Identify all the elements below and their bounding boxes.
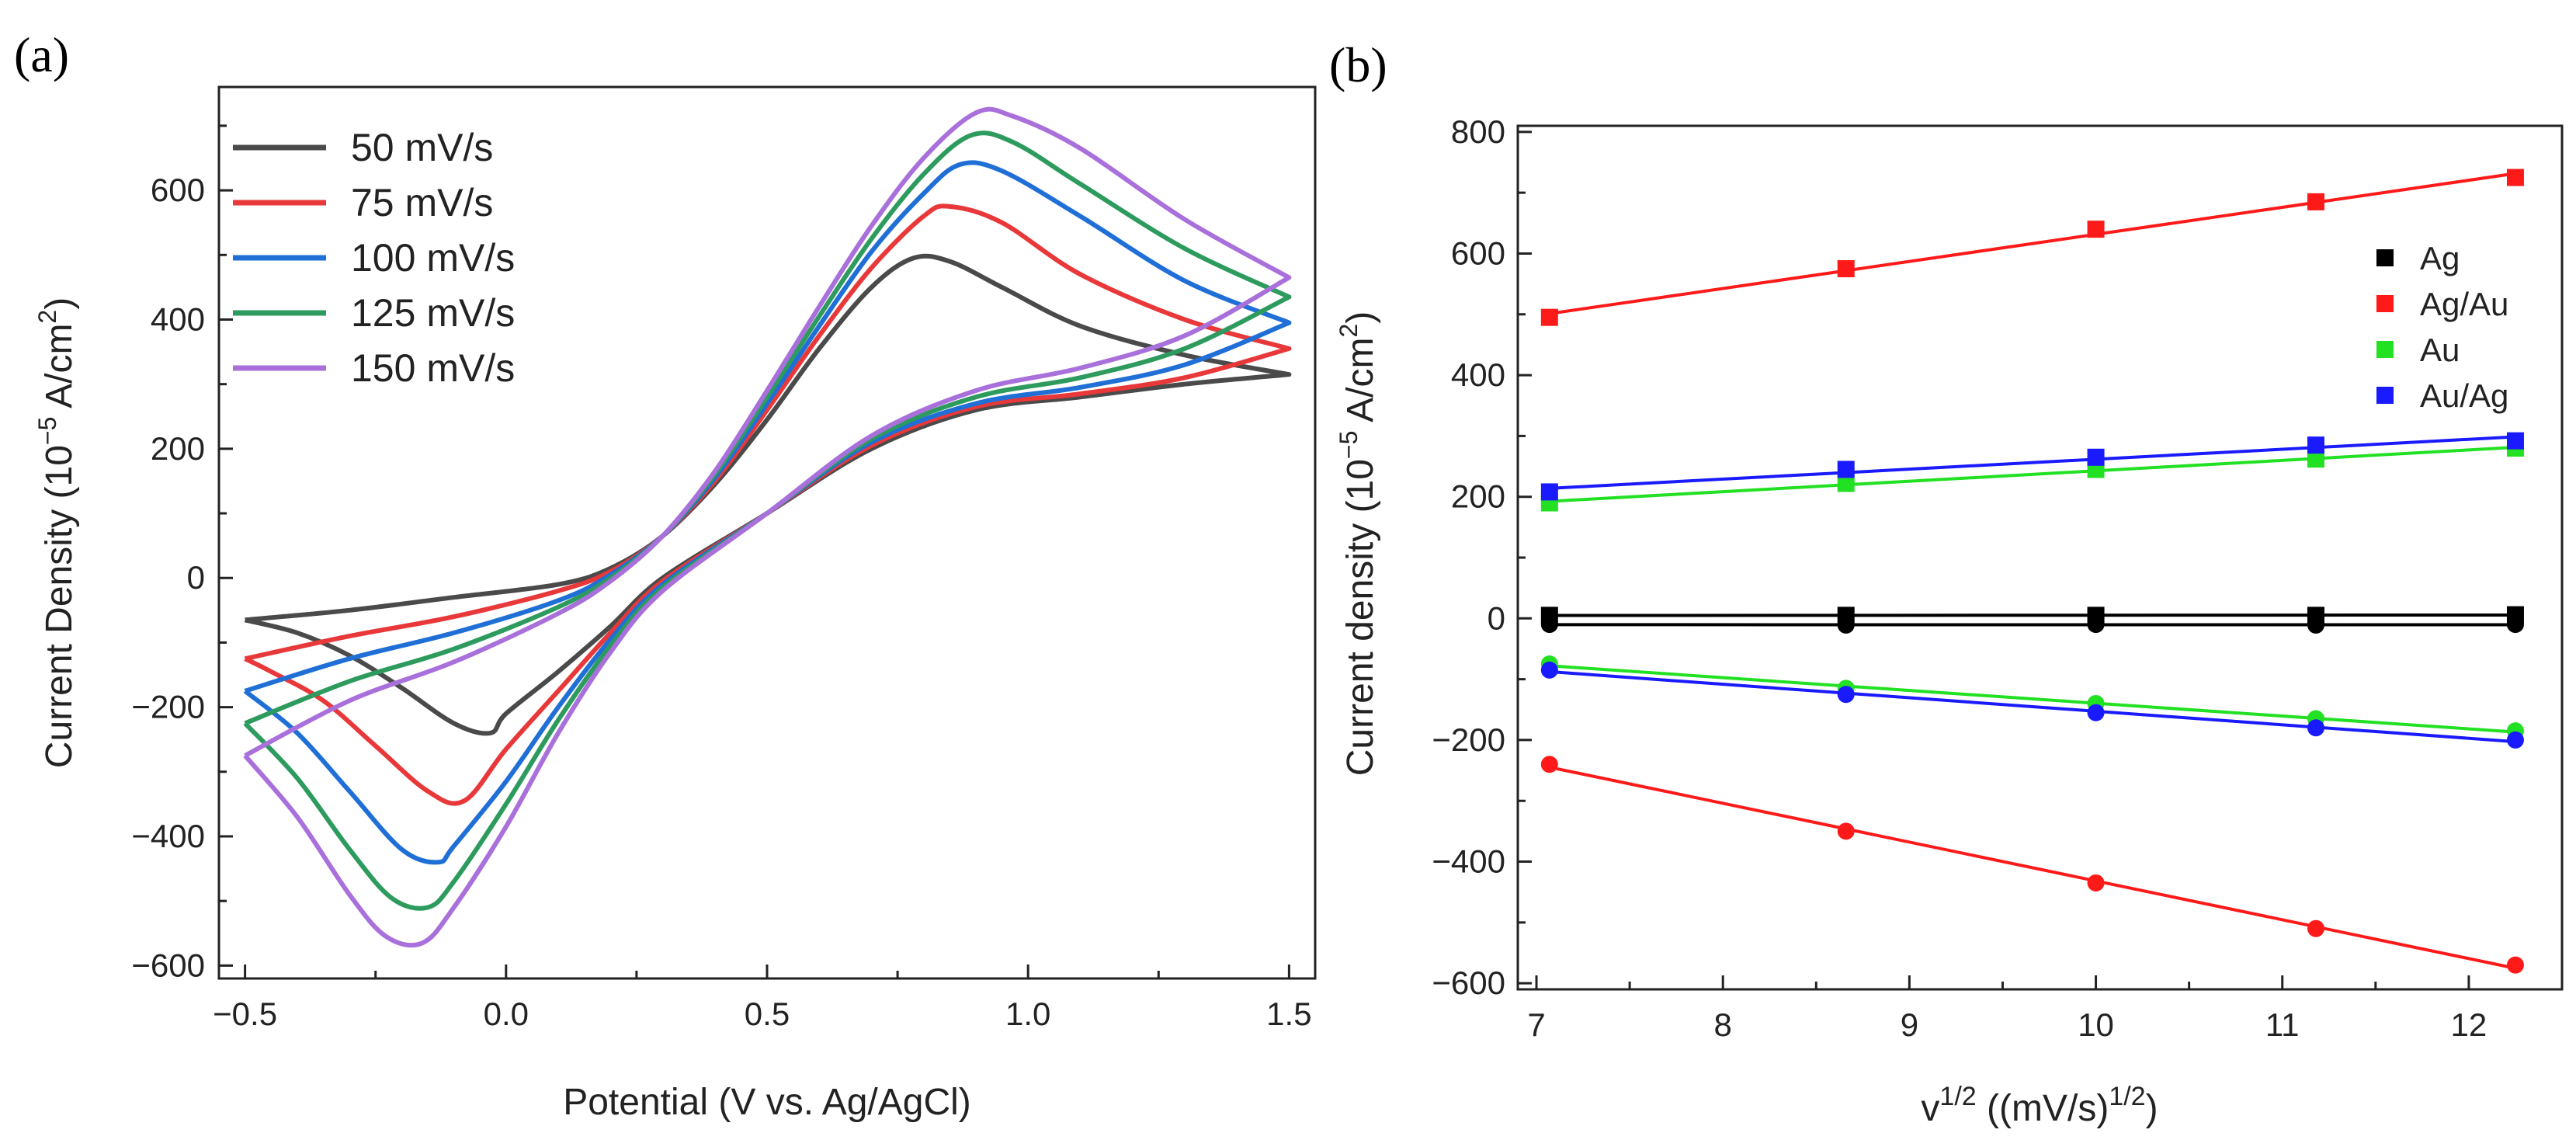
panel-a-x-axis-title: Potential (V vs. Ag/AgCl) <box>563 1082 971 1123</box>
legend-label-1: 75 mV/s <box>351 181 493 224</box>
legend-label-2: 100 mV/s <box>351 236 515 280</box>
point-au-ag-anodic <box>1837 461 1855 478</box>
panel-a-label: (a) <box>14 27 69 82</box>
panel-a-y-tick-label: 600 <box>151 172 205 208</box>
fit-line-au-cathodic <box>1549 664 2516 734</box>
panel-a-x-tick-label: 1.5 <box>1266 996 1311 1032</box>
panel-b-legend: Ag Ag/Au Au Au/Ag <box>2376 240 2508 414</box>
point-ag-au-cathodic <box>2506 956 2524 974</box>
panel-a-legend: 50 mV/s 75 mV/s 100 mV/s 125 mV/s 150 mV/s <box>233 126 515 390</box>
point-ag-cathodic <box>2087 616 2105 634</box>
panel-a: (a) −0.5 0.0 0.5 1.0 1.5 −600 −400 −200 0 200 400 6… <box>14 27 1317 1123</box>
panel-b-plot-frame <box>1516 124 2564 991</box>
point-ag-au-anodic <box>2506 169 2524 186</box>
panel-b-x-tick-label: 10 <box>2078 1006 2114 1043</box>
point-au-ag-cathodic <box>1837 686 1855 704</box>
panel-a-y-tick-label: 400 <box>151 301 205 337</box>
panel-a-y-tick-label: −200 <box>131 689 205 725</box>
point-ag-au-anodic <box>1837 260 1855 278</box>
legend-marker-1 <box>2376 295 2394 312</box>
panel-a-y-tick-label: 0 <box>187 559 205 596</box>
point-ag-cathodic <box>1837 616 1855 634</box>
panel-a-curves <box>243 106 1292 948</box>
panel-b-y-axis-title: Current density (10−5 A/cm2) <box>1335 311 1381 776</box>
panel-b-y-tick-label: 400 <box>1451 356 1505 393</box>
legend-label-3: Au/Ag <box>2420 377 2508 414</box>
legend-marker-3 <box>2376 387 2394 404</box>
point-au-ag-anodic <box>1540 483 1558 501</box>
point-ag-au-cathodic <box>2307 919 2324 937</box>
legend-label-2: Au <box>2420 332 2460 368</box>
panel-a-x-tick-label: 0.5 <box>745 996 790 1032</box>
panel-b-x-tick-label: 9 <box>1901 1006 1918 1043</box>
legend-marker-0 <box>2376 249 2394 266</box>
fit-line-ag-anodic <box>1549 613 2515 617</box>
panel-a-x-tick-label: −0.5 <box>213 996 277 1032</box>
panel-a-ticks: −0.5 0.0 0.5 1.0 1.5 −600 −400 −200 0 200 400 600 <box>131 124 1312 1032</box>
panel-b-x-axis-title: v1/2 ((mV/s)1/2) <box>1921 1082 2158 1129</box>
panel-b-y-tick-label: 0 <box>1488 600 1505 636</box>
panel-b-x-tick-label: 8 <box>1714 1006 1732 1043</box>
point-ag-au-cathodic <box>1540 756 1558 773</box>
legend-label-4: 150 mV/s <box>351 346 515 390</box>
panel-b-x-tick-label: 11 <box>2265 1006 2300 1043</box>
point-au-ag-anodic <box>2506 432 2524 450</box>
point-au-anodic <box>1837 474 1855 492</box>
point-au-ag-cathodic <box>2506 731 2524 749</box>
legend-marker-2 <box>2376 341 2394 358</box>
point-ag-au-cathodic <box>1837 822 1855 840</box>
point-au-ag-cathodic <box>2087 704 2105 721</box>
point-au-ag-cathodic <box>2307 719 2324 737</box>
point-ag-au-anodic <box>2087 221 2105 238</box>
point-au-ag-anodic <box>2087 448 2105 466</box>
panel-b-y-tick-label: 200 <box>1451 478 1505 515</box>
panel-b-y-tick-label: 600 <box>1451 235 1505 271</box>
fit-line-au-ag-cathodic <box>1549 669 2516 744</box>
point-ag-cathodic <box>1540 616 1558 634</box>
panel-b-points <box>1540 169 2524 974</box>
panel-b-x-tick-label: 12 <box>2451 1006 2487 1043</box>
fit-line-ag-au-cathodic <box>1549 765 2516 970</box>
legend-label-0: 50 mV/s <box>351 126 493 169</box>
point-ag-cathodic <box>2307 616 2324 634</box>
fit-line-au-anodic <box>1549 446 2516 503</box>
panel-a-y-tick-label: 200 <box>151 430 205 467</box>
panel-b: (b) 7 8 9 10 11 12 −600 −400 −200 0 200 400 600 800 A… <box>1329 37 2564 1129</box>
point-ag-cathodic <box>2506 616 2524 634</box>
panel-a-y-tick-label: −400 <box>131 818 205 854</box>
point-au-ag-anodic <box>2307 436 2324 454</box>
panel-b-y-tick-label: 800 <box>1451 113 1505 150</box>
panel-a-x-tick-label: 0.0 <box>484 996 529 1032</box>
point-au-ag-cathodic <box>1540 661 1558 679</box>
point-ag-au-anodic <box>1540 308 1558 326</box>
panel-b-y-tick-label: −400 <box>1432 843 1505 880</box>
fit-line-ag-au-anodic <box>1549 172 2516 315</box>
panel-b-label: (b) <box>1329 37 1387 92</box>
panel-b-fit-lines <box>1549 172 2516 970</box>
point-au-anodic <box>2307 450 2324 468</box>
panel-b-y-tick-label: −600 <box>1432 965 1505 1001</box>
legend-label-1: Ag/Au <box>2420 286 2508 322</box>
fit-line-au-ag-anodic <box>1549 435 2516 490</box>
panel-a-x-tick-label: 1.0 <box>1005 996 1050 1032</box>
legend-label-0: Ag <box>2420 240 2460 276</box>
panel-a-y-axis-title: Current Density (10−5 A/cm2) <box>33 297 80 768</box>
panel-b-y-tick-label: −200 <box>1432 721 1505 758</box>
legend-label-3: 125 mV/s <box>351 291 515 335</box>
panel-b-x-tick-label: 7 <box>1527 1006 1545 1043</box>
panel-a-y-tick-label: −600 <box>131 947 205 983</box>
cv-curve-4 <box>243 106 1292 948</box>
panel-b-ticks: 7 8 9 10 11 12 −600 −400 −200 0 200 400 600 800 <box>1432 113 2487 1043</box>
point-ag-au-cathodic <box>2087 874 2105 892</box>
point-ag-au-anodic <box>2307 193 2324 210</box>
